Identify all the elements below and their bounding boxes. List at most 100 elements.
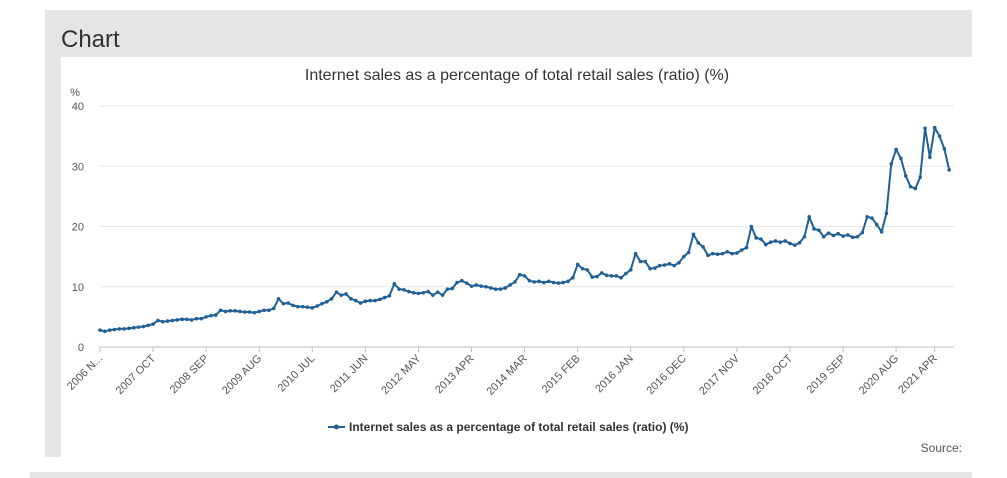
data-point[interactable] (185, 317, 189, 322)
data-point[interactable] (204, 315, 208, 319)
data-point[interactable] (117, 327, 122, 331)
data-point[interactable] (571, 275, 575, 280)
data-point[interactable] (276, 297, 281, 301)
data-point[interactable] (474, 283, 479, 287)
data-point[interactable] (812, 227, 816, 231)
data-point[interactable] (759, 237, 763, 241)
data-point[interactable] (262, 308, 266, 313)
data-point[interactable] (831, 233, 836, 238)
data-point[interactable] (228, 309, 233, 313)
data-point[interactable] (580, 266, 585, 271)
data-point[interactable] (527, 278, 532, 283)
data-point[interactable] (628, 268, 633, 272)
data-point[interactable] (373, 298, 377, 303)
data-point[interactable] (542, 280, 546, 285)
data-point[interactable] (286, 301, 290, 305)
data-point[interactable] (908, 184, 913, 189)
data-point[interactable] (426, 289, 430, 294)
data-point[interactable] (710, 251, 715, 256)
data-point[interactable] (899, 156, 903, 161)
data-point[interactable] (344, 292, 348, 296)
data-point[interactable] (638, 259, 643, 264)
data-point[interactable] (98, 328, 102, 332)
data-point[interactable] (296, 304, 300, 309)
data-point[interactable] (653, 266, 657, 270)
data-point[interactable] (595, 274, 599, 279)
data-point[interactable] (358, 301, 363, 305)
data-point[interactable] (551, 280, 556, 285)
data-point[interactable] (498, 287, 503, 291)
data-point[interactable] (493, 287, 498, 291)
data-point[interactable] (749, 224, 754, 229)
data-point[interactable] (696, 240, 701, 245)
data-point[interactable] (160, 319, 165, 324)
data-point[interactable] (706, 253, 710, 258)
data-point[interactable] (238, 309, 242, 314)
data-point[interactable] (305, 305, 310, 310)
data-point[interactable] (604, 273, 609, 278)
data-point[interactable] (378, 297, 382, 302)
data-point[interactable] (440, 293, 445, 297)
data-point[interactable] (382, 295, 387, 300)
data-point[interactable] (561, 280, 565, 285)
data-point[interactable] (889, 162, 894, 166)
data-point[interactable] (633, 251, 638, 256)
data-point[interactable] (218, 308, 223, 313)
data-point[interactable] (865, 215, 869, 219)
data-point[interactable] (875, 222, 879, 227)
data-point[interactable] (903, 174, 908, 178)
data-point[interactable] (513, 280, 517, 284)
data-point[interactable] (585, 268, 590, 272)
data-point[interactable] (870, 216, 874, 220)
data-point[interactable] (151, 322, 155, 326)
data-point[interactable] (657, 263, 662, 268)
data-point[interactable] (764, 242, 768, 247)
data-point[interactable] (469, 284, 474, 288)
data-point[interactable] (131, 325, 136, 330)
data-point[interactable] (508, 283, 512, 287)
data-point[interactable] (257, 309, 262, 314)
data-point[interactable] (112, 327, 117, 332)
data-point[interactable] (855, 234, 860, 239)
data-point[interactable] (397, 287, 401, 291)
data-point[interactable] (947, 168, 951, 172)
data-point[interactable] (291, 303, 295, 308)
data-point[interactable] (730, 251, 734, 256)
data-point[interactable] (614, 274, 619, 278)
data-point[interactable] (609, 274, 614, 278)
data-point[interactable] (353, 298, 358, 303)
data-point[interactable] (788, 241, 792, 246)
data-point[interactable] (411, 290, 416, 295)
data-point[interactable] (792, 243, 797, 247)
data-point[interactable] (199, 316, 204, 321)
data-point[interactable] (300, 304, 305, 309)
data-point[interactable] (146, 323, 151, 328)
data-point[interactable] (932, 125, 937, 130)
data-point[interactable] (435, 290, 440, 294)
data-point[interactable] (387, 293, 392, 298)
data-point[interactable] (884, 211, 889, 216)
data-point[interactable] (271, 306, 276, 311)
data-point[interactable] (556, 281, 561, 285)
data-point[interactable] (455, 280, 459, 285)
data-point[interactable] (416, 291, 421, 296)
data-point[interactable] (648, 266, 652, 271)
data-point[interactable] (624, 271, 628, 276)
data-point[interactable] (546, 279, 551, 284)
data-point[interactable] (127, 326, 131, 331)
data-point[interactable] (894, 147, 898, 152)
data-point[interactable] (735, 251, 739, 255)
data-point[interactable] (691, 232, 696, 237)
data-point[interactable] (677, 260, 681, 265)
data-point[interactable] (913, 186, 918, 191)
data-point[interactable] (324, 300, 329, 304)
data-point[interactable] (213, 313, 218, 317)
data-point[interactable] (460, 278, 464, 283)
data-point[interactable] (860, 230, 865, 235)
data-point[interactable] (768, 240, 773, 244)
data-point[interactable] (682, 254, 686, 259)
data-point[interactable] (156, 318, 160, 323)
data-point[interactable] (122, 327, 126, 331)
data-point[interactable] (421, 290, 426, 295)
data-point[interactable] (223, 309, 228, 314)
